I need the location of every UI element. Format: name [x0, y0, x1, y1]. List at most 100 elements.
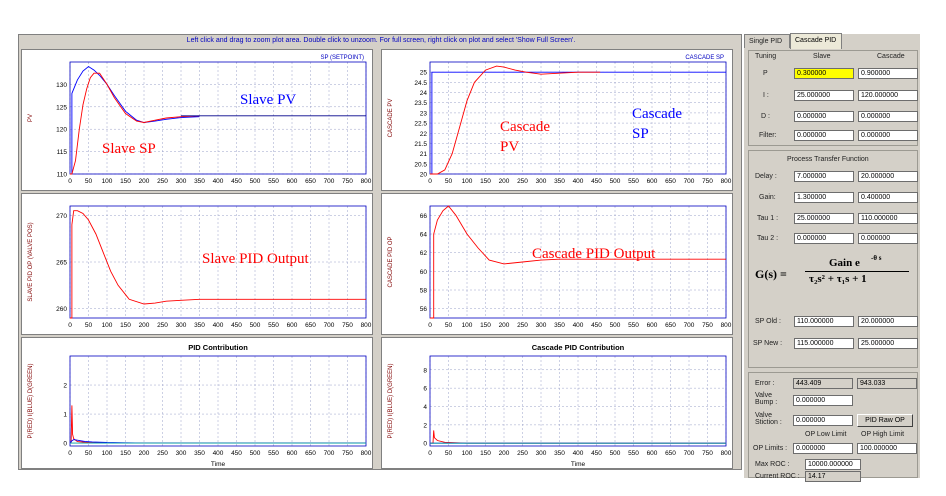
x-tick-label: 0: [428, 178, 432, 185]
slave-i-field[interactable]: 25.000000: [794, 90, 854, 101]
y-tick-label: 21: [420, 151, 428, 158]
pid-contrib-plot[interactable]: 0 50 100 150 200 250 300 350 400 450 500 550 600 650 7…: [21, 337, 373, 469]
x-tick-label: 200: [499, 450, 510, 457]
x-tick-label: 500: [610, 178, 621, 185]
op-low-limit-field[interactable]: 0.000000: [793, 443, 853, 454]
x-tick-label: 650: [305, 450, 316, 457]
cascade-p-field[interactable]: 0.900000: [858, 68, 918, 79]
x-tick-label: 0: [68, 322, 72, 329]
x-tick-label: 600: [647, 322, 658, 329]
x-tick-label: 0: [428, 450, 432, 457]
plot-area[interactable]: Left click and drag to zoom plot area. D…: [18, 34, 742, 470]
cascade-sp-new-field[interactable]: 25.000000: [858, 338, 918, 349]
x-tick-label: 300: [536, 322, 547, 329]
x-tick-label: 300: [176, 450, 187, 457]
x-tick-label: 750: [702, 450, 713, 457]
x-tick-label: 750: [342, 322, 353, 329]
chart-title: Cascade PID Contribution: [532, 343, 625, 352]
x-tick-label: 800: [721, 322, 732, 329]
x-tick-label: 800: [721, 178, 732, 185]
x-tick-label: 800: [721, 450, 732, 457]
op-high-limit-field[interactable]: 100.000000: [857, 443, 917, 454]
x-tick-label: 200: [139, 322, 150, 329]
x-tick-label: 250: [517, 178, 528, 185]
x-tick-label: 300: [176, 322, 187, 329]
process-group: Process Transfer Function Delay : 7.0000…: [748, 150, 918, 368]
x-tick-label: 500: [250, 322, 261, 329]
slave-sp-new-field[interactable]: 115.000000: [794, 338, 854, 349]
valve-stiction-label-1: Valve: [755, 412, 772, 419]
pid-raw-op-button[interactable]: PID Raw OP: [857, 414, 913, 427]
max-roc-field[interactable]: 10000.000000: [805, 459, 861, 470]
x-tick-label: 550: [268, 322, 279, 329]
y-tick-label: 20.5: [414, 161, 427, 168]
pid-contrib-chart: 0 50 100 150 200 250 300 350 400 450 500 550 600 650 7…: [28, 343, 372, 468]
x-tick-label: 100: [102, 450, 113, 457]
op-high-limit-header: OP High Limit: [861, 431, 905, 438]
x-tick-label: 400: [213, 450, 224, 457]
x-tick-label: 700: [324, 322, 335, 329]
cascade-pv-chart: 0 50 100 150 200 250 300 350 400 450 500 550 600 650 7…: [388, 55, 732, 185]
x-tick-label: 750: [702, 322, 713, 329]
valve-stiction-field[interactable]: 0.000000: [793, 415, 853, 426]
slave-tau1-field[interactable]: 25.000000: [794, 213, 854, 224]
cascade-op-plot[interactable]: 0 50 100 150 200 250 300 350 400 450 500 550 600 650 7…: [381, 193, 733, 335]
y-tick-label: 115: [57, 149, 68, 156]
slave-op-plot[interactable]: 0 50 100 150 200 250 300 350 400 450 500 550 600 650 7…: [21, 193, 373, 335]
gain-label: Gain:: [759, 194, 776, 201]
cascade-i-field[interactable]: 120.000000: [858, 90, 918, 101]
slave-d-field[interactable]: 0.000000: [794, 111, 854, 122]
x-tick-label: 550: [628, 322, 639, 329]
x-tick-label: 400: [213, 178, 224, 185]
delay-label: Delay :: [755, 173, 777, 180]
slave-pv-plot[interactable]: 0 50 100 150 200 250 300 350 400 450 500 550 600 650 7…: [21, 49, 373, 191]
max-roc-label: Max ROC :: [755, 461, 790, 468]
y-tick-label: 125: [56, 104, 67, 111]
x-tick-label: 150: [120, 178, 131, 185]
tuning-header: Tuning: [755, 53, 777, 60]
x-tick-label: 650: [665, 450, 676, 457]
tab-cascade-pid[interactable]: Cascade PID: [790, 33, 842, 49]
slave-filter-field[interactable]: 0.000000: [794, 130, 854, 141]
plot-frame: [429, 205, 727, 319]
cascade-tau1-field[interactable]: 110.000000: [858, 213, 918, 224]
cascade-filter-field[interactable]: 0.000000: [858, 130, 918, 141]
x-tick-label: 100: [102, 178, 113, 185]
cascade-gain-field[interactable]: 0.400000: [858, 192, 918, 203]
plot-frame: [429, 355, 727, 447]
cascade-sp-label-line2: SP: [632, 126, 649, 142]
cascade-d-field[interactable]: 0.000000: [858, 111, 918, 122]
slave-gain-field[interactable]: 1.300000: [794, 192, 854, 203]
x-tick-label: 0: [428, 322, 432, 329]
x-tick-label: 750: [702, 178, 713, 185]
x-tick-label: 350: [194, 450, 205, 457]
valve-stiction-label-2: Stiction :: [755, 419, 782, 426]
cascade-contrib-plot[interactable]: 0 50 100 150 200 250 300 350 400 450 500 550 600 650 7…: [381, 337, 733, 469]
valve-bump-field[interactable]: 0.000000: [793, 395, 853, 406]
error-label: Error :: [755, 380, 775, 387]
x-tick-label: 650: [665, 322, 676, 329]
series-line-0: [70, 210, 366, 319]
cascade-pv-plot[interactable]: 0 50 100 150 200 250 300 350 400 450 500 550 600 650 7…: [381, 49, 733, 191]
cascade-tau2-field[interactable]: 0.000000: [858, 233, 918, 244]
plot-frame: [69, 205, 367, 319]
series-line-0: [430, 205, 726, 319]
x-tick-label: 250: [517, 450, 528, 457]
current-roc-label: Current ROC :: [755, 473, 800, 480]
slave-pv-label: Slave PV: [240, 92, 297, 108]
x-tick-label: 700: [684, 178, 695, 185]
cascade-sp-old-field[interactable]: 20.000000: [858, 316, 918, 327]
slave-tau2-field[interactable]: 0.000000: [794, 233, 854, 244]
y-tick-label: 4: [423, 404, 427, 411]
x-tick-label: 50: [85, 322, 93, 329]
x-tick-label: 750: [342, 178, 353, 185]
cascade-error-field: 943.033: [857, 378, 917, 389]
cascade-delay-field[interactable]: 20.000000: [858, 171, 918, 182]
slave-sp-old-field[interactable]: 110.000000: [794, 316, 854, 327]
slave-delay-field[interactable]: 7.000000: [794, 171, 854, 182]
slave-p-field[interactable]: 0.300000: [794, 68, 854, 79]
plot-frame: [69, 61, 367, 175]
y-axis-label: CASCADE PID OP: [388, 236, 394, 287]
tab-single-pid[interactable]: Single PID: [744, 34, 790, 48]
x-tick-label: 200: [139, 450, 150, 457]
